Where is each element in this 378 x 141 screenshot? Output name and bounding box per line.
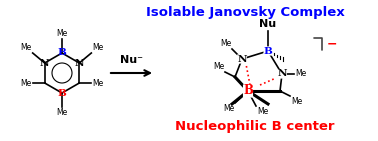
Text: Isolable Janovsky Complex: Isolable Janovsky Complex (146, 6, 344, 19)
Text: Me: Me (20, 43, 32, 52)
Text: B: B (57, 49, 67, 58)
Text: N: N (277, 70, 287, 79)
Text: B: B (243, 84, 253, 97)
Text: Nu⁻: Nu⁻ (120, 55, 143, 65)
Text: Me: Me (213, 62, 224, 71)
Text: Me: Me (291, 97, 302, 106)
Text: Me: Me (295, 70, 306, 79)
Text: −: − (327, 38, 338, 51)
Text: Me: Me (92, 43, 104, 52)
Text: Me: Me (223, 104, 234, 113)
Text: N: N (40, 59, 50, 68)
Text: N: N (237, 55, 247, 63)
Text: Me: Me (220, 39, 231, 48)
Text: Me: Me (92, 79, 104, 88)
Text: Nucleophilic B center: Nucleophilic B center (175, 120, 335, 133)
Text: Me: Me (56, 29, 68, 38)
Text: B: B (57, 89, 67, 97)
Text: Me: Me (257, 107, 268, 116)
Text: B: B (263, 47, 273, 56)
Text: Me: Me (20, 79, 32, 88)
Text: Nu: Nu (259, 19, 277, 29)
Text: Me: Me (56, 108, 68, 117)
Text: N: N (74, 59, 84, 68)
